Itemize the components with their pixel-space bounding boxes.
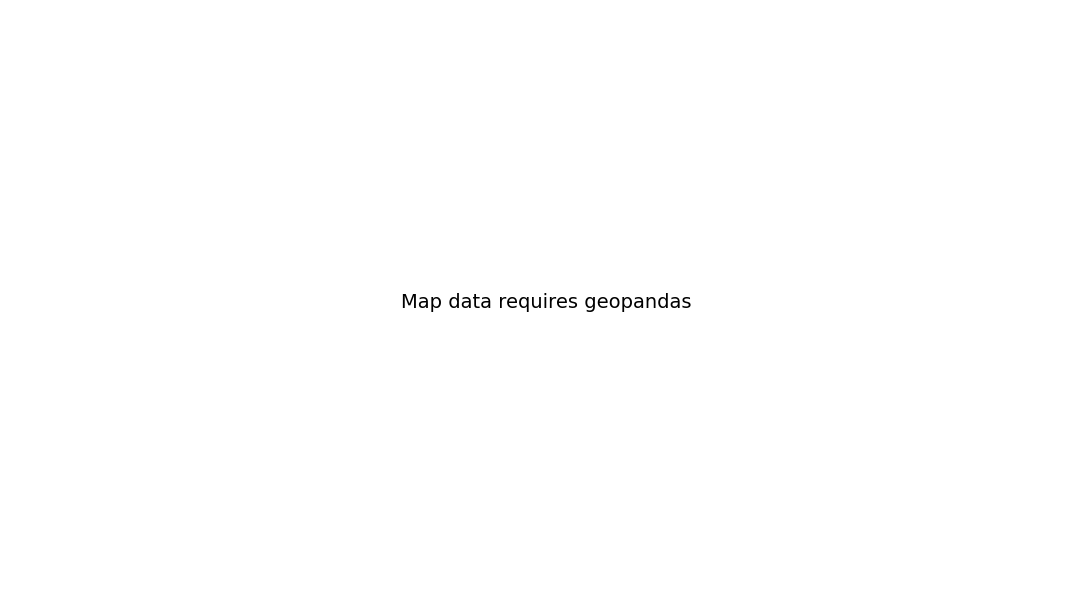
Text: Map data requires geopandas: Map data requires geopandas — [400, 293, 691, 313]
